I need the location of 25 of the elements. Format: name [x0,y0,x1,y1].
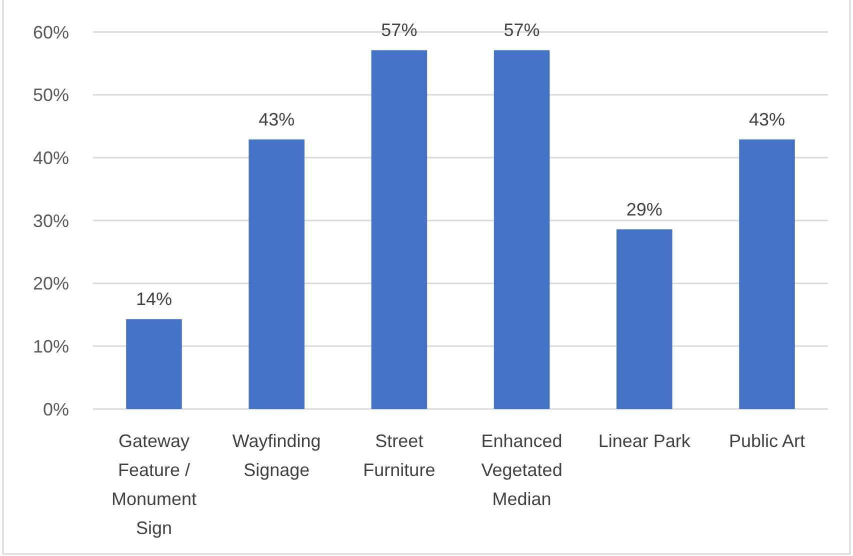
y-tick-label: 30% [32,210,69,231]
x-tick-label: Street Furniture [363,431,436,480]
bar [371,50,428,409]
y-tick-label: 40% [32,148,69,168]
data-label: 14% [136,289,172,310]
y-tick-label: 20% [32,274,69,294]
bar [739,139,795,409]
data-label: 43% [748,109,786,130]
x-tick-label: Wayfinding Signage [232,431,321,480]
bar [248,139,304,409]
y-tick-label: 0% [42,399,69,420]
x-tick-label: Gateway Feature / Monument Sign [111,431,197,538]
data-label: 43% [258,109,295,130]
bar [494,50,550,409]
x-tick-label: Public Art [728,431,806,451]
x-tick-label: Enhanced Vegetated Median [481,431,562,509]
y-tick-label: 10% [32,336,69,356]
bar [126,319,182,409]
data-label: 57% [504,20,540,40]
y-tick-label: 60% [32,22,69,42]
data-label: 57% [381,20,418,40]
x-tick-label: Linear Park [598,431,692,451]
data-label: 29% [626,199,662,220]
y-tick-label: 50% [32,85,69,106]
bar [616,229,672,409]
